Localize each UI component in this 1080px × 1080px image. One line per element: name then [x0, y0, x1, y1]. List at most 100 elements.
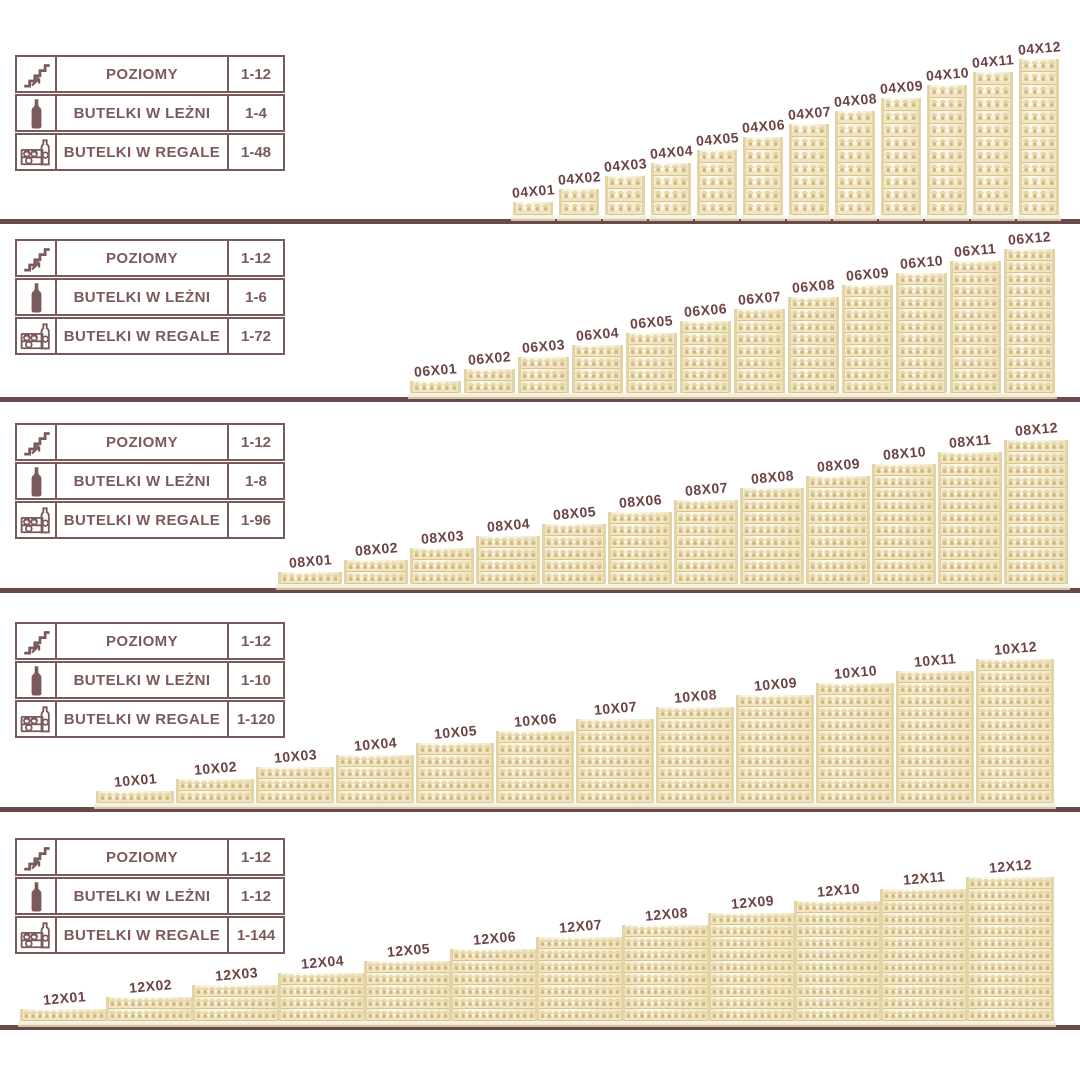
- spec-row: BUTELKI W LEŻNI 1-10: [15, 661, 285, 699]
- spec-value: 1-12: [227, 241, 283, 275]
- spec-value: 1-6: [227, 280, 283, 314]
- rack-level: [545, 536, 603, 548]
- rack-level: [339, 767, 411, 779]
- rack-base: [894, 803, 976, 809]
- rack-level: [875, 464, 933, 476]
- rack-level: [347, 560, 405, 572]
- spec-label: POZIOMY: [106, 65, 178, 83]
- rack-body: [450, 949, 538, 1021]
- rack-level: [281, 985, 363, 997]
- spec-row: BUTELKI W REGALE 1-96: [15, 501, 285, 539]
- rack-level: [1022, 98, 1056, 111]
- rack-base: [362, 1021, 454, 1027]
- rack-level: [899, 683, 971, 695]
- rack-level: [941, 548, 999, 560]
- rack-level: [746, 202, 780, 215]
- floor-line-06: [0, 397, 1080, 402]
- rack-level: [611, 572, 669, 584]
- rack-body: [542, 524, 606, 584]
- rack-base: [174, 803, 256, 809]
- rack-label: 08X05: [551, 503, 597, 523]
- rack-label: 08X12: [1013, 419, 1059, 439]
- bottle-icon: [17, 280, 57, 314]
- rack-label: 12X03: [213, 964, 259, 984]
- rack-body: [794, 901, 882, 1021]
- rack-level: [930, 111, 964, 124]
- rack-level: [953, 309, 998, 321]
- rack-level: [884, 189, 918, 202]
- rack-label: 04X06: [740, 116, 786, 136]
- rack-level: [1007, 488, 1065, 500]
- rack-level: [838, 124, 872, 137]
- rack-level: [367, 961, 449, 973]
- rack-level: [659, 779, 731, 791]
- spec-value: 1-120: [227, 702, 283, 736]
- rack-body: [896, 671, 974, 803]
- rack-level: [819, 755, 891, 767]
- rack-level: [737, 333, 782, 345]
- rack-level: [109, 1009, 191, 1021]
- rack-label: 06X04: [575, 324, 620, 344]
- rack-level: [453, 997, 535, 1009]
- rack-level: [899, 755, 971, 767]
- rack-level: [1007, 309, 1052, 321]
- rack-level: [979, 755, 1051, 767]
- rack-level: [791, 381, 836, 393]
- rack-level: [899, 345, 944, 357]
- rack-level: [659, 767, 731, 779]
- rack-body: [626, 333, 677, 393]
- crate-icon: [17, 319, 57, 353]
- rack-04X06: 04X06: [740, 116, 786, 221]
- rack-level: [884, 176, 918, 189]
- rack-label: 12X10: [815, 880, 861, 900]
- rack-level: [737, 309, 782, 321]
- rack-body: [410, 548, 474, 584]
- rack-level: [845, 309, 890, 321]
- rack-body: [96, 791, 174, 803]
- rack-level: [1007, 297, 1052, 309]
- rack-label: 08X01: [287, 551, 333, 571]
- rack-level: [743, 512, 801, 524]
- rack-level: [737, 381, 782, 393]
- rack-level: [941, 476, 999, 488]
- rack-12X01: 12X01: [18, 988, 110, 1027]
- rack-base: [654, 803, 736, 809]
- rack-10X07: 10X07: [574, 698, 656, 809]
- rack-level: [545, 524, 603, 536]
- rack-body: [950, 261, 1001, 393]
- rack-level: [875, 512, 933, 524]
- rack-body: [708, 913, 796, 1021]
- rack-body: [842, 285, 893, 393]
- rack-label: 12X05: [385, 940, 431, 960]
- rack-level: [791, 369, 836, 381]
- rack-level: [579, 743, 651, 755]
- rack-level: [739, 719, 811, 731]
- stairs-icon: [17, 57, 57, 91]
- rack-level: [838, 150, 872, 163]
- rack-level: [539, 997, 621, 1009]
- rack-level: [521, 369, 566, 381]
- spec-label: BUTELKI W LEŻNI: [73, 288, 211, 306]
- spec-value: 1-10: [227, 663, 283, 697]
- spec-label: POZIOMY: [106, 433, 178, 451]
- rack-level: [339, 755, 411, 767]
- rack-level: [809, 524, 867, 536]
- rack-level: [1007, 273, 1052, 285]
- rack-level: [953, 333, 998, 345]
- rack-level: [654, 189, 688, 202]
- rack-level: [711, 925, 793, 937]
- rack-level: [809, 548, 867, 560]
- bottle-icon: [17, 663, 57, 697]
- rack-level: [625, 949, 707, 961]
- rack-level: [930, 85, 964, 98]
- rack-level: [1007, 345, 1052, 357]
- rack-base: [18, 1021, 110, 1027]
- rack-base: [276, 1021, 368, 1027]
- rack-level: [845, 321, 890, 333]
- rack-04X09: 04X09: [879, 77, 923, 221]
- rack-04X03: 04X03: [603, 155, 647, 221]
- rack-level: [884, 150, 918, 163]
- rack-base: [695, 215, 739, 221]
- rack-06X08: 06X08: [786, 276, 841, 399]
